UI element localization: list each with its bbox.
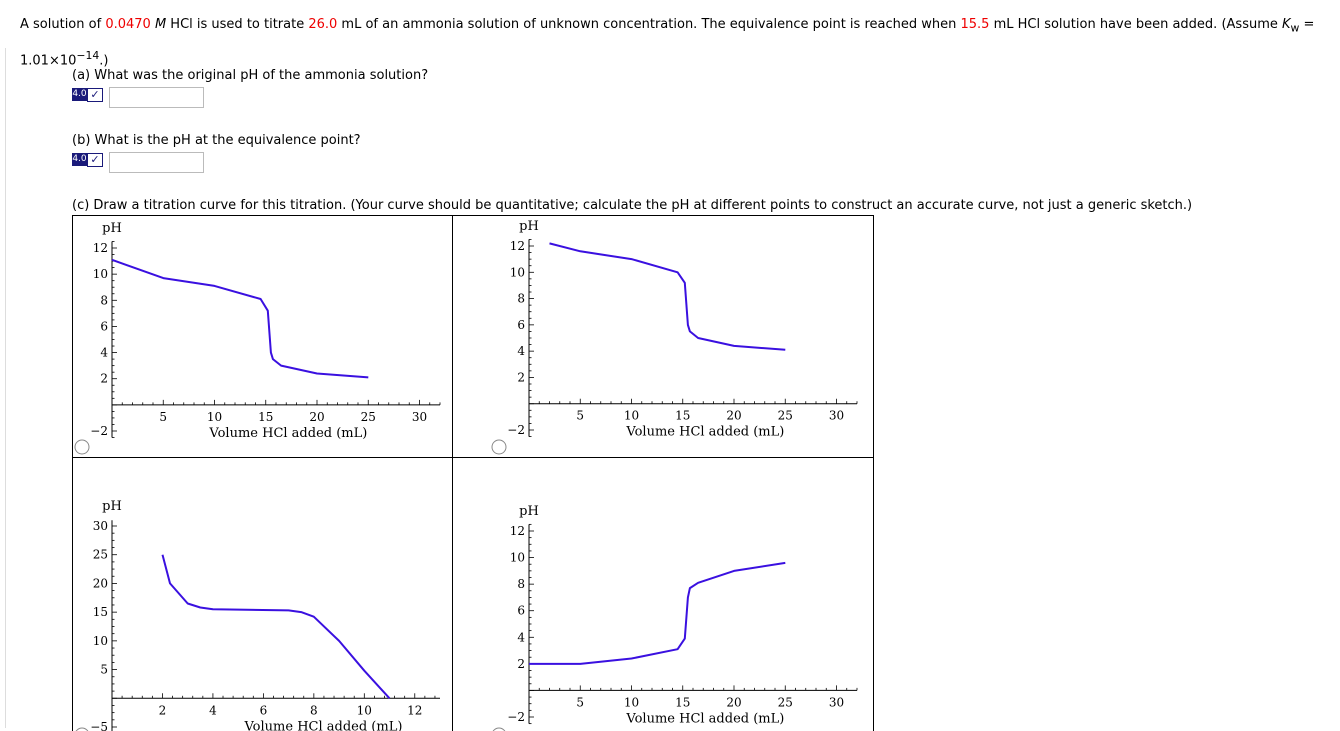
y-tick-label: 2	[517, 370, 525, 384]
x-tick-label: 25	[361, 410, 376, 424]
titration-curve-line	[529, 561, 786, 665]
y-tick-label: 4	[100, 346, 108, 360]
y-tick-label: −2	[507, 710, 525, 724]
x-tick-label: 6	[260, 703, 268, 717]
y-tick-label: 4	[517, 344, 525, 358]
y-axis-label: pH	[102, 499, 122, 514]
x-tick-label: 20	[309, 410, 324, 424]
y-tick-label: 8	[517, 292, 525, 306]
x-tick-label: 8	[310, 703, 318, 717]
ammonia-volume: 26.0	[308, 17, 338, 32]
y-tick-label: 2	[517, 657, 525, 671]
x-tick-label: 10	[207, 410, 222, 424]
x-tick-label: 15	[675, 409, 690, 423]
y-tick-label: 10	[510, 551, 525, 565]
y-tick-label: 2	[100, 372, 108, 386]
x-tick-label: 30	[829, 409, 844, 423]
y-tick-label: 25	[93, 548, 108, 562]
option-radio-button[interactable]	[491, 439, 507, 455]
x-tick-label: 10	[357, 703, 372, 717]
y-tick-label: 10	[93, 267, 108, 281]
x-tick-label: 5	[159, 410, 167, 424]
y-tick-label: 8	[517, 577, 525, 591]
x-tick-label: 15	[675, 695, 690, 709]
option-radio-button[interactable]	[75, 727, 89, 731]
x-tick-label: 20	[726, 409, 741, 423]
y-tick-label: 12	[510, 239, 525, 253]
question-text: A solution of 0.0470 M HCl is used to ti…	[20, 17, 1315, 68]
titration-curve-line	[161, 554, 391, 699]
x-tick-label: 25	[778, 695, 793, 709]
x-tick-label: 5	[576, 695, 584, 709]
x-tick-label: 20	[726, 695, 741, 709]
titration-chart-option-1: 5 10 15 20 25 30 12 10 8 6 4 2 −2 pH Volume HCl added …	[74, 221, 441, 455]
x-axis-label: Volume HCl added (mL)	[208, 426, 367, 441]
y-tick-label: 6	[100, 319, 108, 333]
y-tick-label: 4	[517, 630, 525, 644]
x-tick-label: 15	[258, 410, 273, 424]
x-tick-label: 10	[624, 409, 639, 423]
x-tick-label: 10	[624, 695, 639, 709]
x-tick-label: 25	[778, 409, 793, 423]
part-a-prompt: (a) What was the original pH of the ammo…	[72, 68, 429, 83]
y-axis-label: pH	[519, 219, 539, 234]
titration-curve-line	[549, 242, 786, 351]
x-axis-label: Volume HCl added (mL)	[243, 719, 402, 731]
y-tick-label: 6	[517, 318, 525, 332]
y-tick-label: 10	[510, 265, 525, 279]
x-tick-label: 2	[159, 703, 167, 717]
x-axis-label: Volume HCl added (mL)	[625, 711, 784, 726]
part-b-answer-input[interactable]	[109, 152, 204, 173]
equivalence-volume: 15.5	[960, 17, 990, 32]
part-b-prompt: (b) What is the pH at the equivalence po…	[72, 133, 361, 148]
y-tick-label: −2	[90, 424, 108, 438]
x-tick-label: 4	[209, 703, 217, 717]
checkmark-icon: ✓	[87, 153, 103, 167]
option-radio-button[interactable]	[492, 727, 506, 731]
y-tick-label: 12	[93, 241, 108, 255]
x-tick-label: 30	[829, 695, 844, 709]
titration-chart-option-3: 2 4 6 8 10 12 30 25 20 15 10 5 −5 pH Volume HCl added …	[75, 499, 440, 731]
y-tick-label: 12	[510, 524, 525, 538]
y-tick-label: 20	[93, 576, 108, 590]
y-tick-label: −5	[90, 720, 108, 731]
titration-chart-option-4: 5 10 15 20 25 30 12 10 8 6 4 2 −2 pH Volume HCl added …	[492, 504, 858, 731]
part-b-points-badge: 4.0 ✓	[72, 153, 103, 167]
part-c-prompt: (c) Draw a titration curve for this titr…	[72, 198, 1193, 213]
option-radio-button[interactable]	[74, 439, 90, 455]
y-tick-label: 8	[100, 293, 108, 307]
x-tick-label: 5	[576, 409, 584, 423]
y-axis-label: pH	[519, 504, 539, 519]
hcl-concentration: 0.0470	[105, 17, 151, 32]
y-tick-label: −2	[507, 423, 525, 437]
part-a-points-badge: 4.0 ✓	[72, 88, 103, 102]
checkmark-icon: ✓	[87, 88, 103, 102]
question-left-border	[5, 48, 6, 728]
titration-chart-option-2: 5 10 15 20 25 30 12 10 8 6 4 2 −2 pH Volume HCl added …	[491, 219, 858, 455]
x-tick-label: 12	[407, 703, 422, 717]
y-tick-label: 5	[100, 663, 108, 677]
y-tick-label: 30	[93, 519, 108, 533]
y-tick-label: 10	[93, 634, 108, 648]
y-axis-label: pH	[102, 221, 122, 236]
kw-value: 1.01×10	[20, 52, 77, 68]
y-tick-label: 6	[517, 604, 525, 618]
chart-panel-borders	[72, 215, 874, 731]
y-tick-label: 15	[93, 605, 108, 619]
titration-curve-line	[111, 258, 369, 379]
x-axis-label: Volume HCl added (mL)	[625, 425, 784, 440]
x-tick-label: 30	[412, 410, 427, 424]
part-a-answer-input[interactable]	[109, 87, 204, 108]
